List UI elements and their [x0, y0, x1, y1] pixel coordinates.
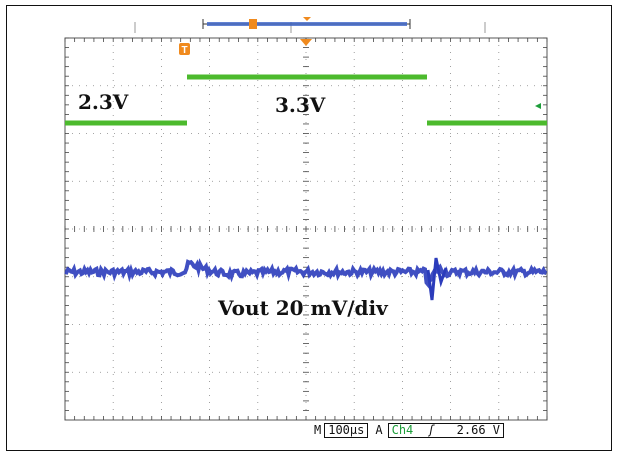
- timebase-value[interactable]: 100µs: [324, 422, 369, 438]
- output-transient-spike: [426, 257, 448, 301]
- rising-edge-icon: ʃ: [427, 422, 435, 437]
- status-bar: M 100µs A Ch4 ʃ 2.66 V: [314, 422, 507, 438]
- trigger-position-arrow-top: [303, 17, 311, 21]
- vout-scale-label: Vout 20 mV/div: [218, 296, 388, 320]
- high-voltage-label: 3.3V: [275, 93, 326, 117]
- m-label: M: [314, 423, 322, 437]
- trigger-marker-label: T: [181, 45, 187, 56]
- channel-text: Ch4: [391, 422, 414, 437]
- output-voltage-trace: [64, 257, 548, 301]
- trigger-level-arrow[interactable]: [535, 103, 541, 109]
- trigger-level-value: 2.66 V: [456, 422, 501, 437]
- record-length-bar[interactable]: [202, 17, 411, 29]
- trigger-source-channel[interactable]: Ch4 ʃ 2.66 V: [387, 422, 505, 438]
- trigger-position-arrow[interactable]: [300, 39, 312, 46]
- graticule: [64, 22, 548, 421]
- record-window-marker: [249, 19, 257, 29]
- trigger-marker[interactable]: T: [179, 43, 190, 56]
- low-voltage-label: 2.3V: [78, 90, 129, 114]
- input-trace-line: [65, 74, 547, 126]
- a-label: A: [375, 423, 383, 437]
- output-trace-line: [64, 258, 548, 289]
- input-voltage-trace: [65, 74, 547, 126]
